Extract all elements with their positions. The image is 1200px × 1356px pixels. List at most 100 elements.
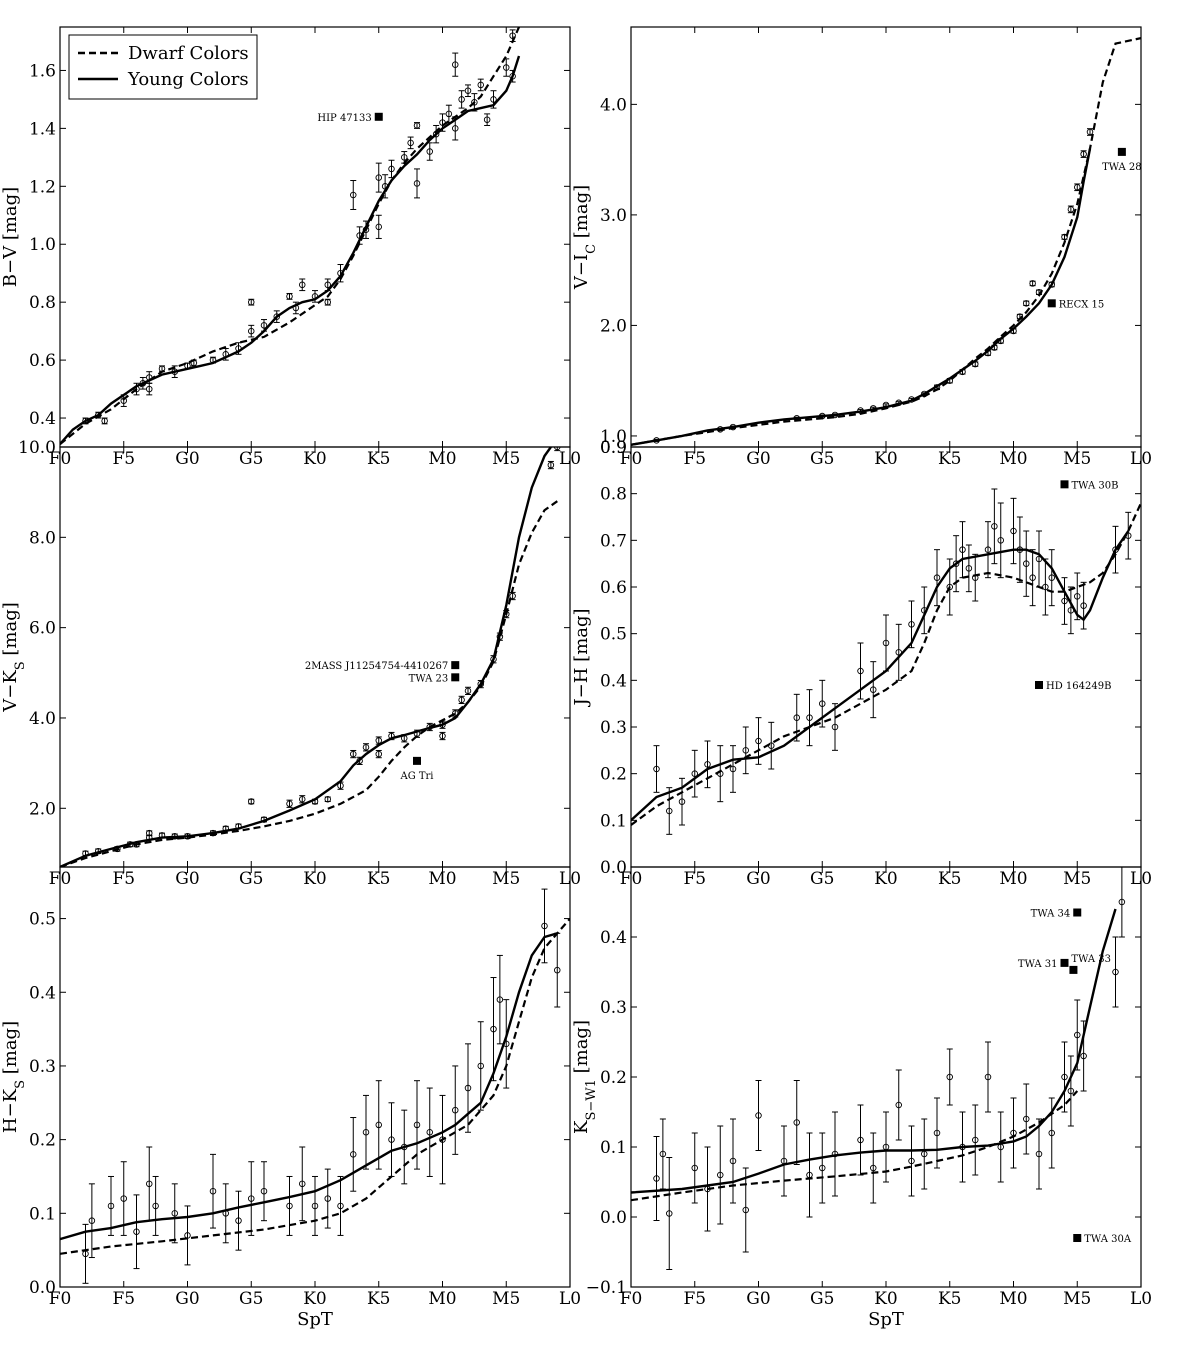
y-tick-label: 0.2 [600, 1068, 627, 1088]
data-point [1029, 574, 1036, 581]
x-tick-label: K5 [367, 449, 391, 469]
data-point [1073, 184, 1081, 191]
y-tick-label: 0.8 [600, 485, 627, 505]
data-point [831, 411, 839, 419]
data-point [209, 829, 217, 837]
data-point [959, 368, 966, 376]
data-point [509, 72, 516, 80]
data-point [324, 1195, 332, 1202]
data-point [94, 847, 102, 855]
data-point [82, 1250, 89, 1258]
data-point [1042, 583, 1049, 591]
data-point [388, 165, 395, 173]
y-tick-label: 4.0 [600, 95, 627, 115]
data-point [133, 1228, 140, 1235]
data-point [666, 807, 673, 815]
data-point [946, 1073, 954, 1081]
x-tick-label: L0 [559, 1289, 581, 1309]
data-point [496, 996, 504, 1003]
legend-box [68, 34, 258, 100]
data-point [1061, 1073, 1068, 1081]
data-point [407, 139, 414, 147]
object-label: RECX 15 [1059, 299, 1105, 310]
data-point [260, 322, 268, 329]
data-point [1080, 602, 1087, 609]
data-point [471, 99, 478, 106]
data-point [503, 64, 510, 71]
data-point [547, 461, 555, 469]
x-tick-label: K0 [874, 449, 898, 469]
y-tick-label: 0.0 [600, 1208, 627, 1228]
data-point [299, 1180, 306, 1188]
annotated-object-marker [374, 112, 383, 121]
x-tick-label: G0 [175, 449, 199, 469]
data-point [691, 770, 699, 777]
data-point [806, 714, 813, 721]
x-tick-label: F5 [112, 869, 135, 889]
data-point [742, 1206, 750, 1214]
data-point [755, 1112, 762, 1119]
data-point [337, 269, 344, 277]
x-tick-label: M5 [492, 449, 520, 469]
data-point [452, 125, 459, 132]
x-tick-label: G0 [175, 1289, 199, 1309]
y-tick-label: −0.1 [586, 1278, 627, 1298]
data-point [895, 1101, 903, 1109]
data-point [991, 344, 998, 351]
data-point [870, 405, 877, 412]
object-label: TWA 28 [1102, 162, 1142, 173]
data-point [704, 761, 711, 768]
data-point [921, 390, 928, 398]
data-point [1112, 546, 1119, 553]
data-point [882, 401, 890, 409]
data-point [1023, 560, 1030, 567]
y-tick-label: 3.0 [600, 206, 627, 226]
y-axis-label: J−H [mag] [571, 608, 592, 707]
y-tick-label: 0.3 [600, 998, 627, 1018]
data-point [908, 621, 915, 628]
data-point [653, 437, 660, 444]
x-tick-label: G5 [239, 1289, 263, 1309]
data-point [94, 411, 102, 419]
data-point [464, 687, 472, 695]
dwarf-colors-line [631, 1090, 1079, 1202]
x-tick-label: G5 [810, 869, 834, 889]
data-point [704, 1185, 711, 1193]
data-point [286, 1202, 293, 1210]
y-tick-label: 0.0 [600, 858, 627, 878]
data-point [375, 223, 383, 231]
data-point [82, 417, 89, 425]
data-point [659, 1150, 667, 1158]
data-point [729, 1157, 737, 1165]
data-point [793, 1119, 801, 1126]
data-point [691, 1164, 699, 1172]
plot-area [60, 888, 570, 1284]
data-point [490, 656, 497, 663]
y-tick-label: 0.1 [600, 1138, 627, 1158]
x-tick-label: G5 [810, 449, 834, 469]
data-point [107, 1202, 115, 1210]
young-colors-line [60, 55, 521, 445]
x-tick-label: G0 [746, 869, 770, 889]
data-point [190, 359, 198, 367]
data-point [946, 583, 954, 591]
data-point [509, 32, 516, 39]
data-point [1010, 327, 1017, 335]
y-tick-label: 0.1 [29, 1204, 56, 1224]
annotated-object-marker [1047, 299, 1056, 308]
data-point [1048, 574, 1055, 581]
data-point [235, 1217, 242, 1224]
data-point [997, 337, 1005, 345]
data-point [120, 1195, 127, 1202]
data-point [247, 798, 255, 805]
data-point [882, 1143, 890, 1151]
data-point [991, 523, 998, 530]
data-point [1080, 150, 1087, 158]
data-point [222, 1210, 229, 1217]
data-point [426, 148, 434, 155]
data-point [717, 426, 724, 433]
x-tick-label: M5 [1063, 449, 1091, 469]
legend-entry-label: Dwarf Colors [128, 43, 249, 64]
annotated-object-marker [1117, 147, 1126, 156]
